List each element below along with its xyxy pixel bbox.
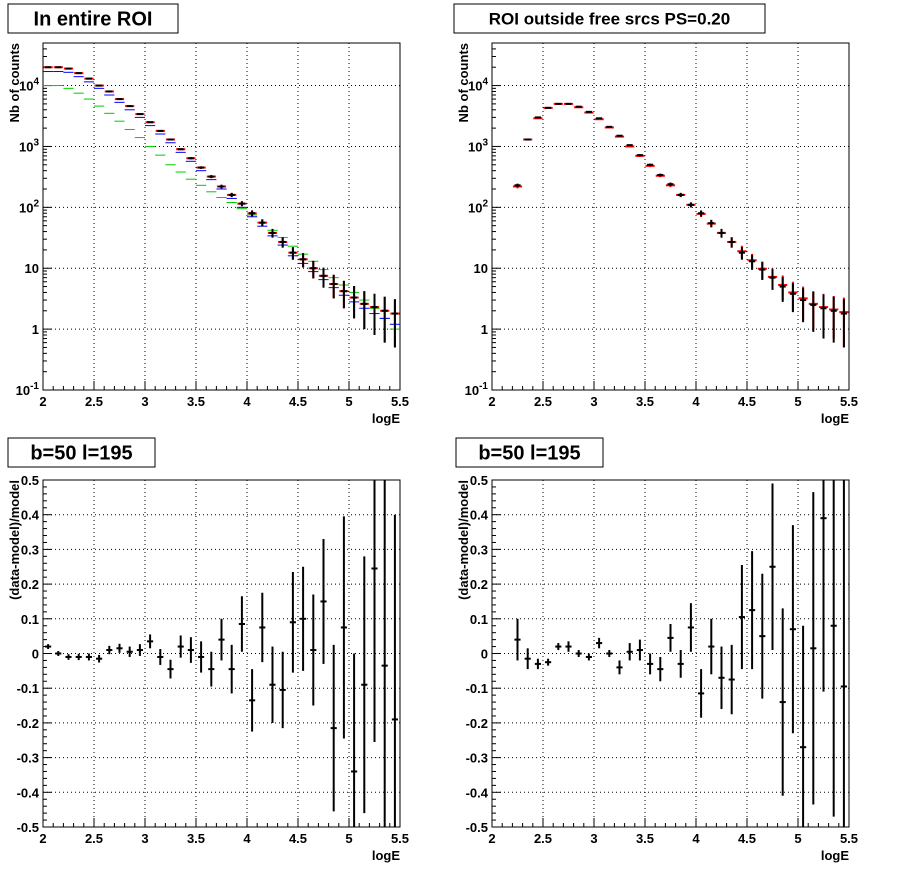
chart-title-box: [455, 437, 604, 468]
x-tick-label: 3.5: [187, 831, 205, 846]
x-tick-label: 5: [345, 831, 352, 846]
x-tick-label: 4: [692, 394, 700, 409]
y-tick-label: 0.4: [21, 508, 40, 523]
x-tick-label: 2: [488, 831, 495, 846]
y-tick-label: -0.4: [466, 785, 489, 800]
series-1: [512, 102, 849, 348]
x-tick-label: 4: [692, 831, 700, 846]
chart-title: b=50 l=195: [478, 443, 580, 465]
x-tick-label: 2: [39, 394, 46, 409]
y-tick-label: 0: [481, 647, 488, 662]
y-tick-label: 103: [468, 137, 488, 154]
chart-title: ROI outside free srcs PS=0.20: [489, 10, 730, 29]
x-tick-label: 5.5: [391, 831, 409, 846]
y-tick-label: 103: [19, 137, 39, 154]
y-tick-label: 1: [32, 322, 39, 337]
y-axis-label: (data-model)/model: [456, 480, 471, 600]
x-tick-label: 2.5: [534, 831, 552, 846]
chart-panel-2: 2 2.5 3 3.5 4 4.5 5 5.5 10-1 1 10 102 103 104 logE Nb o…: [453, 3, 858, 426]
x-tick-label: 2.5: [534, 394, 552, 409]
x-tick-label: 5.5: [840, 394, 858, 409]
x-tick-label: 4.5: [738, 831, 756, 846]
y-tick-label: 0.1: [21, 612, 39, 627]
x-tick-label: 3.5: [636, 831, 654, 846]
y-axis-label: (data-model)/model: [7, 480, 22, 600]
plot-frame: [42, 42, 401, 391]
x-tick-label: 3: [141, 831, 148, 846]
y-tick-label: -0.2: [17, 716, 39, 731]
y-tick-label: -0.5: [17, 820, 39, 835]
chart-title-box: [7, 437, 156, 468]
y-tick-label: -0.3: [466, 751, 488, 766]
x-tick-label: 5: [794, 394, 801, 409]
y-tick-label: 0.3: [470, 542, 488, 557]
plot-frame: [491, 42, 850, 391]
y-tick-label: 0.3: [21, 542, 39, 557]
y-tick-label: 104: [19, 77, 39, 94]
y-tick-label: -0.5: [466, 820, 488, 835]
x-axis-label: logE: [821, 411, 849, 426]
x-tick-label: 5.5: [391, 394, 409, 409]
y-tick-label: 10: [474, 261, 488, 276]
x-axis-label: logE: [821, 848, 849, 863]
y-tick-label: 0.5: [21, 473, 39, 488]
y-tick-label: 102: [19, 198, 39, 215]
x-tick-label: 5.5: [840, 831, 858, 846]
y-tick-label: -0.1: [466, 681, 488, 696]
x-tick-label: 3: [590, 394, 597, 409]
series-0: [45, 66, 398, 348]
x-axis-label: logE: [372, 848, 400, 863]
x-tick-label: 2.5: [85, 831, 103, 846]
y-tick-label: 102: [468, 198, 488, 215]
y-tick-label: -0.4: [17, 785, 40, 800]
y-tick-label: -0.1: [17, 681, 39, 696]
series-0: [514, 102, 847, 348]
y-tick-label: 10: [25, 261, 39, 276]
x-tick-label: 3: [590, 831, 597, 846]
y-tick-label: 0.2: [470, 577, 488, 592]
plot-frame: [491, 479, 850, 828]
y-tick-label: 0.4: [470, 508, 489, 523]
y-axis-label: Nb of counts: [456, 43, 471, 122]
x-tick-label: 5: [794, 831, 801, 846]
y-tick-label: 104: [468, 77, 488, 94]
y-axis-label: Nb of counts: [7, 43, 22, 122]
y-tick-label: 0.5: [470, 473, 488, 488]
chart-panel-3: 2 2.5 3 3.5 4 4.5 5 5.5 -0.5 -0.4 -0.3 -0.2 -0.1 0 0.1…: [7, 437, 409, 863]
x-tick-label: 3.5: [187, 394, 205, 409]
y-tick-label: -0.3: [17, 751, 39, 766]
series-3: [43, 85, 400, 330]
chart-panel-4: 2 2.5 3 3.5 4 4.5 5 5.5 -0.5 -0.4 -0.3 -0.2 -0.1 0 0.1…: [455, 437, 858, 863]
x-tick-label: 4.5: [289, 394, 307, 409]
chart-title-box: [453, 3, 766, 34]
x-tick-label: 2: [39, 831, 46, 846]
y-tick-label: 0: [32, 647, 39, 662]
x-tick-label: 2.5: [85, 394, 103, 409]
y-tick-label: 10-1: [465, 381, 489, 398]
x-tick-label: 2: [488, 394, 495, 409]
chart-title: b=50 l=195: [30, 443, 132, 465]
series-0: [45, 480, 398, 827]
series-0: [514, 480, 847, 827]
series-1: [43, 66, 400, 348]
y-tick-label: -0.2: [466, 716, 488, 731]
y-tick-label: 0.1: [470, 612, 488, 627]
x-tick-label: 3.5: [636, 394, 654, 409]
x-tick-label: 4: [243, 394, 251, 409]
chart-title: In entire ROI: [34, 9, 153, 31]
x-tick-label: 4: [243, 831, 251, 846]
y-tick-label: 0.2: [21, 577, 39, 592]
y-tick-label: 1: [481, 322, 488, 337]
chart-title-box: [7, 3, 179, 34]
x-tick-label: 3: [141, 394, 148, 409]
x-tick-label: 4.5: [738, 394, 756, 409]
chart-panel-1: 2 2.5 3 3.5 4 4.5 5 5.5 10-1 1 10 102 103 104 logE Nb o…: [7, 3, 409, 426]
y-tick-label: 10-1: [16, 381, 40, 398]
x-tick-label: 5: [345, 394, 352, 409]
x-axis-label: logE: [372, 411, 400, 426]
x-tick-label: 4.5: [289, 831, 307, 846]
